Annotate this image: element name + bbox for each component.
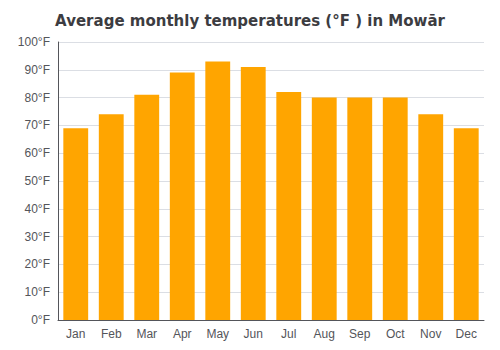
svg-text:80°F: 80°F <box>25 91 50 105</box>
svg-text:40°F: 40°F <box>25 202 50 216</box>
svg-text:50°F: 50°F <box>25 174 50 188</box>
svg-text:100°F: 100°F <box>18 35 50 49</box>
svg-text:90°F: 90°F <box>25 63 50 77</box>
svg-text:60°F: 60°F <box>25 146 50 160</box>
svg-text:Jun: Jun <box>244 327 263 341</box>
svg-text:May: May <box>206 327 229 341</box>
svg-text:Apr: Apr <box>173 327 192 341</box>
svg-text:Jul: Jul <box>281 327 296 341</box>
svg-text:Mar: Mar <box>136 327 157 341</box>
svg-text:Sep: Sep <box>349 327 371 341</box>
svg-text:30°F: 30°F <box>25 230 50 244</box>
svg-text:20°F: 20°F <box>25 257 50 271</box>
svg-text:Feb: Feb <box>101 327 122 341</box>
svg-text:Nov: Nov <box>420 327 441 341</box>
svg-text:Oct: Oct <box>386 327 405 341</box>
svg-text:Average monthly temperatures (: Average monthly temperatures (°F ) in Mo… <box>55 12 445 30</box>
svg-text:10°F: 10°F <box>25 285 50 299</box>
svg-text:Jan: Jan <box>66 327 85 341</box>
svg-text:70°F: 70°F <box>25 118 50 132</box>
svg-text:Aug: Aug <box>314 327 335 341</box>
svg-text:0°F: 0°F <box>31 313 50 327</box>
svg-text:Dec: Dec <box>456 327 477 341</box>
